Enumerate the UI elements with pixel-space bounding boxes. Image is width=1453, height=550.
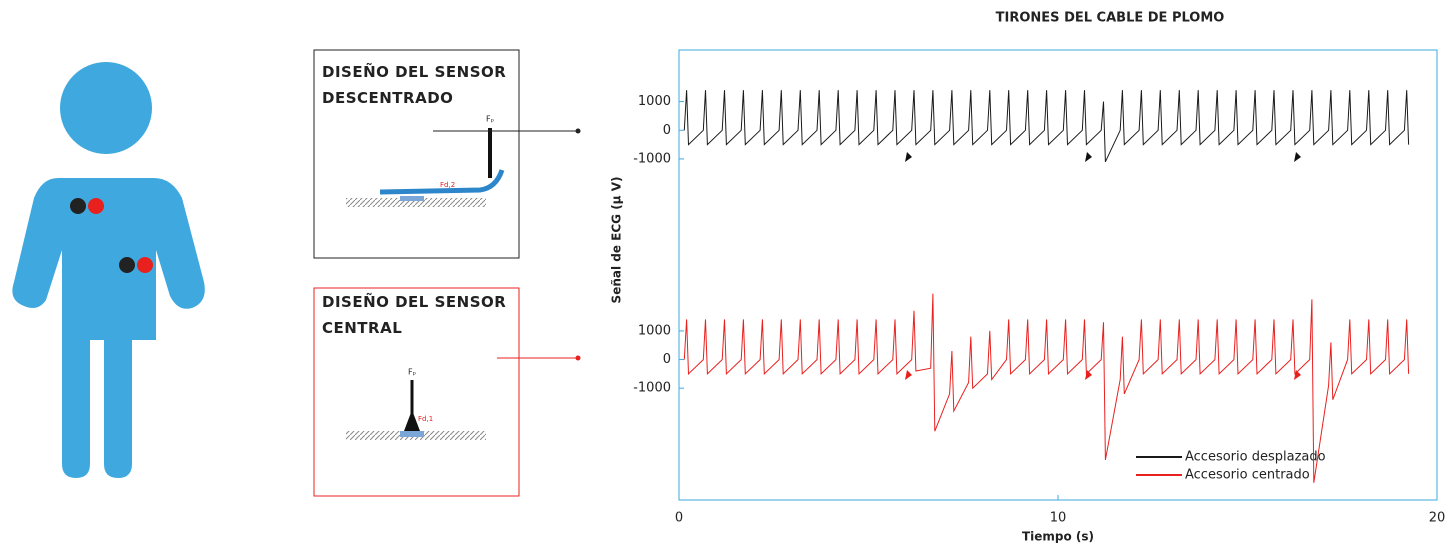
x-tick-label: 20 bbox=[1429, 511, 1446, 526]
y-tick-label: -1000 bbox=[633, 151, 671, 166]
panel-box bbox=[313, 49, 520, 259]
x-tick-label: 10 bbox=[1050, 511, 1067, 526]
x-tick-label: 0 bbox=[675, 511, 683, 526]
detach-label: Fd,1 bbox=[418, 415, 433, 423]
ecg-line bbox=[683, 90, 1410, 163]
y-tick-label: 0 bbox=[663, 352, 671, 367]
force-label: Fₚ bbox=[486, 115, 494, 124]
chart-title: TIRONES DEL CABLE DE PLOMO bbox=[996, 11, 1225, 26]
y-tick-label: 0 bbox=[663, 123, 671, 138]
y-tick-label: -1000 bbox=[633, 381, 671, 396]
y-tick-label: 1000 bbox=[638, 323, 671, 338]
ecg-line bbox=[683, 293, 1410, 483]
arrows bbox=[905, 152, 1301, 162]
y-tick-label: 1000 bbox=[638, 94, 671, 109]
x-axis-label: Tiempo (s) bbox=[1022, 530, 1094, 544]
y-axis-label: Señal de ECG (µ V) bbox=[610, 177, 624, 304]
force-label: Fₚ bbox=[408, 368, 416, 377]
legend-label: Accesorio centrado bbox=[1185, 468, 1310, 483]
detach-label: Fd,2 bbox=[440, 181, 455, 189]
panel-title: DISEÑO DEL SENSOR DESCENTRADO bbox=[322, 62, 506, 107]
panel-title: DISEÑO DEL SENSOR CENTRAL bbox=[322, 292, 506, 337]
plot-frame bbox=[678, 49, 1438, 501]
legend-label: Accesorio desplazado bbox=[1185, 450, 1326, 465]
panel-box bbox=[313, 287, 520, 497]
person-icon bbox=[12, 62, 205, 478]
